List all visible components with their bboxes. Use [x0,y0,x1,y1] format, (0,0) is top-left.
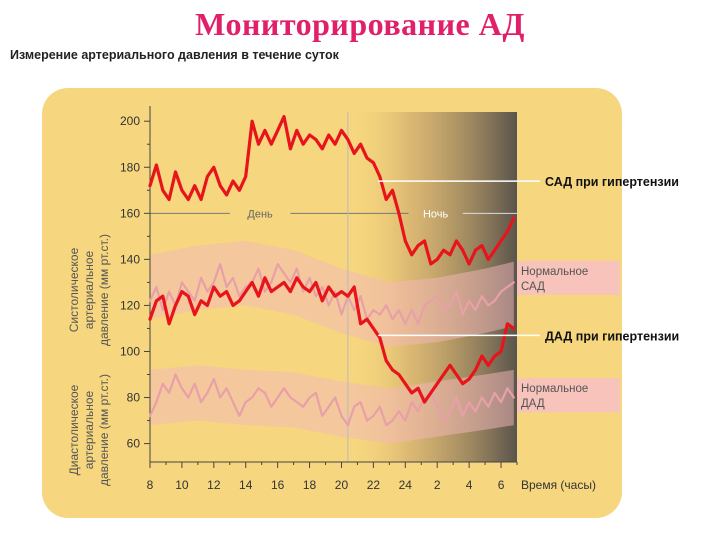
period-label-night: Ночь [423,208,449,220]
slide-title: Мониторирование АД [195,6,525,42]
x-tick-label: 12 [207,478,221,492]
legend-label: Нормальное [521,266,588,278]
x-tick-label: 8 [147,478,154,492]
legend-box [517,260,620,295]
y-tick-label: 200 [120,114,140,128]
x-tick-label: 18 [303,478,317,492]
y-tick-label: 160 [120,206,140,220]
x-tick-label: 10 [175,478,189,492]
series-sad-normal [148,262,515,325]
y-tick-label: 80 [127,391,141,405]
y-axis-title-systolic: давление (мм рт.ст.) [97,234,111,346]
normal-dad-band [150,365,514,444]
series-sad-hypertension [148,115,516,266]
y-tick-label: 140 [120,252,140,266]
x-tick-label: 6 [498,478,505,492]
slide-subtitle: Измерение артериального давления в течен… [10,48,339,62]
y-tick-label: 60 [127,437,141,451]
legend-label: ДАД [521,398,545,410]
period-label-day: День [247,208,273,220]
legend-box [517,378,620,413]
x-tick-label: 4 [466,478,473,492]
y-tick-label: 100 [120,344,140,358]
x-tick-label: 14 [239,478,253,492]
y-tick-label: 180 [120,160,140,174]
x-tick-label: 16 [271,478,285,492]
x-axis-label: Время (часы) [521,478,596,492]
legend-label: Нормальное [521,383,588,395]
x-tick-label: 20 [335,478,349,492]
y-axis-title-diastolic: артериальное [82,390,96,469]
x-tick-label: 2 [434,478,441,492]
series-dad-hypertension [148,276,516,404]
legend-label: ДАД при гипертензии [545,329,679,343]
x-tick-label: 24 [399,478,413,492]
series-dad-normal [148,373,515,427]
y-tick-label: 120 [120,298,140,312]
legend-label: САД при гипертензии [545,175,679,189]
legend-label: САД [521,281,545,293]
y-axis-title-systolic: артериальное [82,250,96,329]
y-axis-title-diastolic: давление (мм рт.ст.) [97,374,111,486]
y-axis-title-diastolic: Диастолическое [67,384,81,475]
x-tick-label: 22 [367,478,381,492]
y-axis-title-systolic: Систолическое [67,247,81,332]
